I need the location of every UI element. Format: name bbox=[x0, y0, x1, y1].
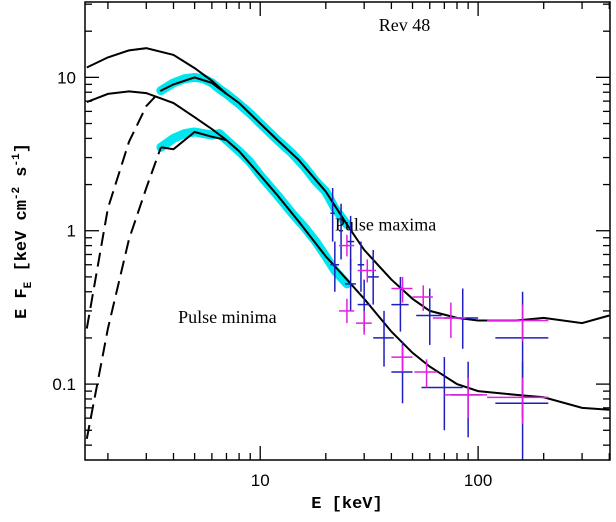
y-label-part: ] bbox=[13, 143, 32, 153]
y-label-sup: -1 bbox=[11, 153, 23, 167]
model-curve bbox=[85, 146, 162, 439]
axes: 10 100 0.1 1 10 bbox=[52, 2, 610, 490]
y-label-part: [keV cm bbox=[13, 200, 32, 282]
x-axis-label: E [keV] bbox=[311, 495, 382, 514]
x-tick-label: 10 bbox=[251, 471, 270, 490]
data-band bbox=[156, 127, 352, 289]
annotation: Rev 48 bbox=[379, 15, 431, 35]
model-curve bbox=[86, 90, 610, 411]
model-curve bbox=[160, 76, 228, 95]
y-tick-label: 1 bbox=[67, 222, 76, 241]
x-tick-label: 100 bbox=[464, 471, 492, 490]
plot-frame bbox=[84, 1, 611, 461]
y-label-part: E F bbox=[13, 288, 32, 319]
annotation: Pulse maxima bbox=[335, 215, 437, 235]
y-label-part: s bbox=[13, 166, 32, 186]
y-label-sup: -2 bbox=[11, 187, 23, 200]
model-curve bbox=[160, 130, 227, 151]
y-tick-label: 10 bbox=[57, 68, 76, 87]
data-band bbox=[156, 72, 352, 229]
y-label-sub: E bbox=[23, 281, 35, 288]
model-curve bbox=[86, 47, 610, 325]
plot-area bbox=[85, 47, 610, 460]
y-axis-label: E FE [keV cm-2 s-1] bbox=[11, 143, 35, 319]
y-tick-label: 0.1 bbox=[52, 375, 76, 394]
model-curve bbox=[85, 89, 162, 329]
annotation: Pulse minima bbox=[178, 307, 277, 327]
